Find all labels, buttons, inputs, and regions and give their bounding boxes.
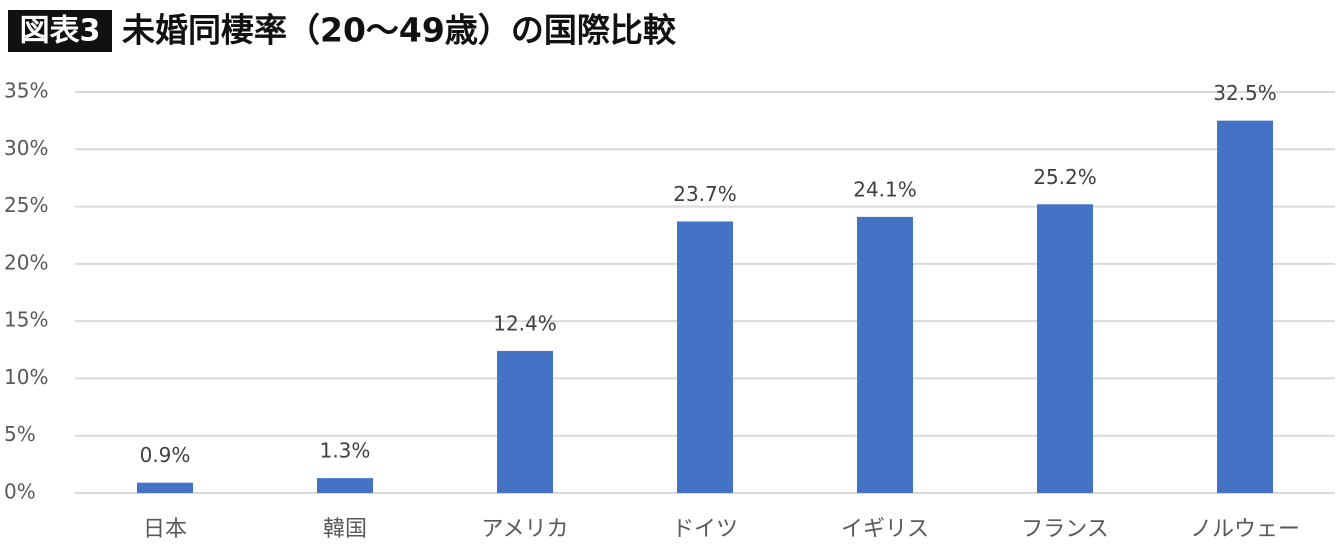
x-tick-label: アメリカ: [482, 517, 569, 542]
bar: [677, 221, 733, 494]
data-label: 24.1%: [853, 177, 917, 201]
bar: [1037, 204, 1093, 493]
x-tick-label: ノルウェー: [1190, 517, 1300, 542]
x-tick-label: ドイツ: [672, 517, 738, 542]
y-tick-label: 10%: [4, 365, 48, 389]
y-tick-label: 0%: [4, 480, 36, 504]
data-label: 0.9%: [140, 443, 191, 467]
x-tick-label: イギリス: [841, 517, 929, 542]
bar: [857, 216, 913, 493]
data-label: 12.4%: [493, 311, 557, 335]
chart-title: 未婚同棲率（20〜49歳）の国際比較: [122, 11, 677, 50]
badge-background: [8, 10, 112, 52]
data-label: 32.5%: [1213, 81, 1277, 105]
bar: [497, 350, 553, 493]
data-label: 1.3%: [320, 439, 371, 463]
badge: 図表3: [20, 14, 101, 49]
data-label: 23.7%: [673, 182, 737, 206]
bar: [317, 478, 373, 493]
y-tick-label: 35%: [4, 79, 48, 103]
y-tick-label: 15%: [4, 308, 48, 332]
x-tick-label: フランス: [1021, 517, 1109, 542]
x-tick-label: 日本: [143, 517, 187, 542]
x-tick-label: 韓国: [323, 517, 367, 542]
y-tick-label: 30%: [4, 136, 48, 160]
data-label: 25.2%: [1033, 165, 1097, 189]
y-tick-label: 20%: [4, 250, 48, 274]
bar: [1217, 120, 1273, 494]
y-tick-label: 5%: [4, 422, 36, 446]
bar: [137, 482, 193, 493]
y-tick-label: 25%: [4, 193, 48, 217]
